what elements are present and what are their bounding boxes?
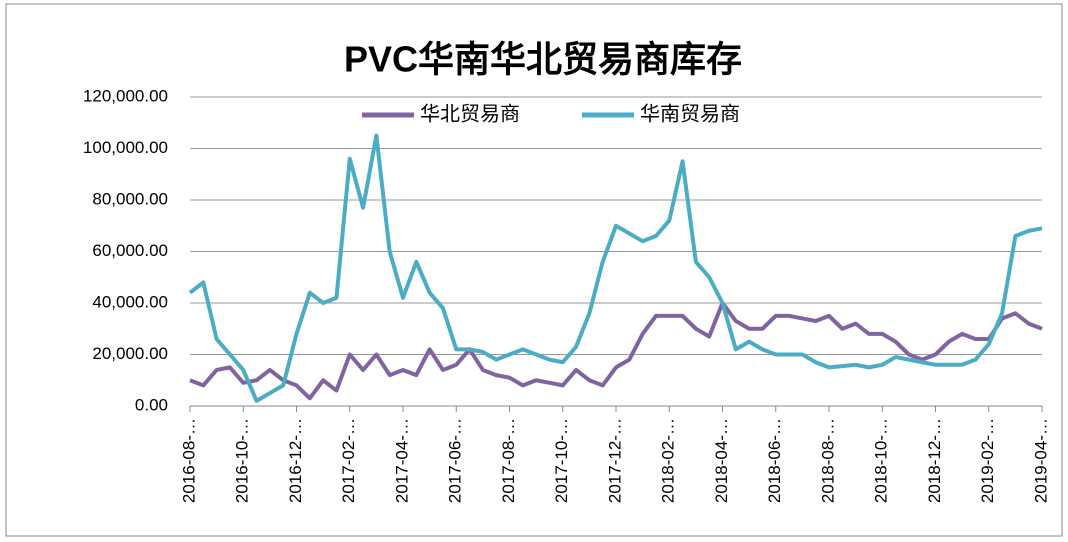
x-tick-label: 2016-12-…: [286, 418, 305, 503]
y-tick-label: 60,000.00: [92, 241, 168, 260]
x-tick-label: 2017-08-…: [499, 418, 518, 503]
x-tick-label: 2019-02-…: [978, 418, 997, 503]
y-tick-label: 40,000.00: [92, 292, 168, 311]
chart-title: PVC华南华北贸易商库存: [344, 39, 742, 80]
x-tick-label: 2018-02-…: [659, 418, 678, 503]
line-series: [189, 301, 1043, 401]
y-tick-label: 20,000.00: [92, 344, 168, 363]
legend-label: 华南贸易商: [640, 102, 740, 125]
x-tick-label: 2018-12-…: [925, 418, 944, 503]
line-series: [188, 133, 1043, 403]
x-tick-label: 2017-04-…: [392, 418, 411, 503]
y-tick-label: 120,000.00: [83, 86, 168, 105]
x-tick-label: 2016-08-…: [179, 418, 198, 503]
x-tick-label: 2018-04-…: [712, 418, 731, 503]
x-tick-label: 2017-10-…: [552, 418, 571, 503]
x-tick-label: 2017-06-…: [446, 418, 465, 503]
x-tick-label: 2016-10-…: [233, 418, 252, 503]
x-tick-label: 2018-08-…: [818, 418, 837, 503]
legend-label: 华北贸易商: [420, 102, 520, 125]
y-tick-label: 100,000.00: [83, 138, 168, 157]
x-tick-label: 2017-02-…: [339, 418, 358, 503]
y-tick-label: 0.00: [135, 395, 168, 414]
x-tick-label: 2018-10-…: [872, 418, 891, 503]
x-tick-label: 2017-12-…: [605, 418, 624, 503]
x-tick-label: 2019-04-…: [1031, 418, 1050, 503]
chart-frame: [5, 3, 1063, 537]
x-tick-label: 2018-06-…: [765, 418, 784, 503]
y-tick-label: 80,000.00: [92, 189, 168, 208]
